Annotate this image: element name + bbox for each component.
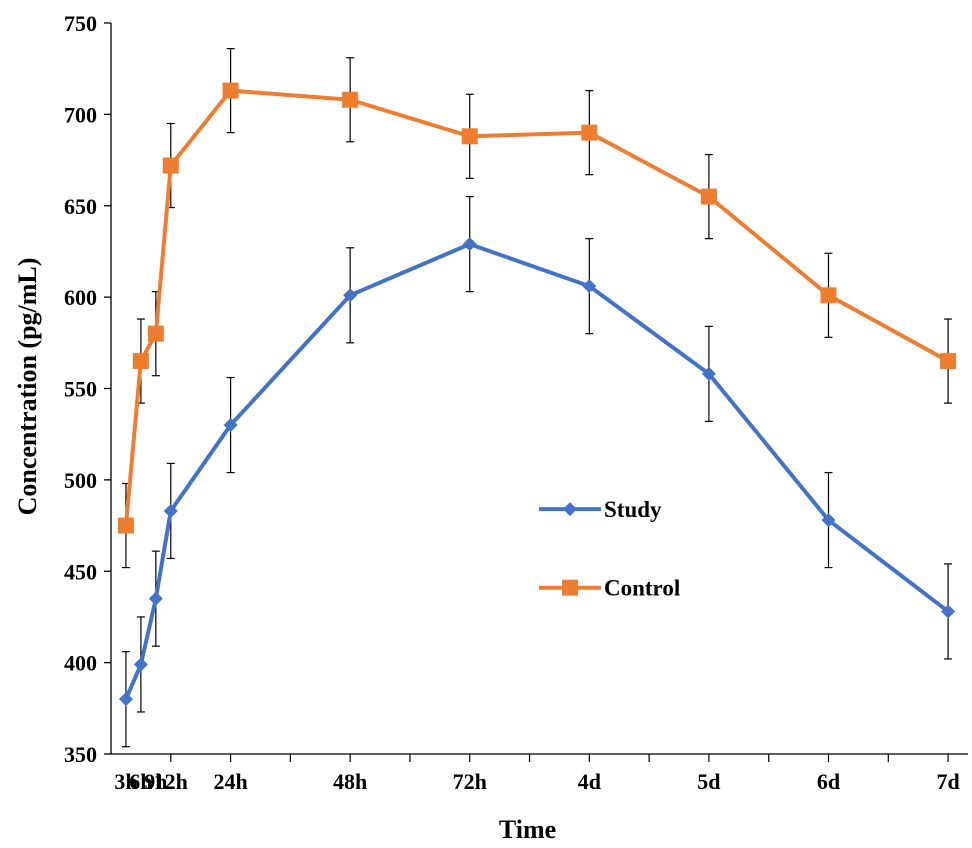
x-tick-label: 12h (154, 769, 188, 794)
x-tick-label: 9h (144, 769, 167, 794)
study-data-point (582, 279, 597, 294)
study-data-point (821, 513, 836, 528)
x-tick-label: 48h (333, 769, 367, 794)
y-tick-label: 750 (64, 11, 97, 36)
control-data-point (940, 353, 957, 370)
control-data-point (342, 91, 359, 108)
y-tick-label: 450 (64, 559, 97, 584)
y-tick-label: 500 (64, 468, 97, 493)
x-tick-label: 6h (129, 769, 152, 794)
control-data-point (162, 157, 179, 174)
legend-item-control: Control (539, 576, 680, 601)
control-data-point (132, 353, 149, 370)
axes (104, 22, 968, 762)
study-data-point (343, 288, 358, 303)
study-data-point (462, 237, 477, 252)
legend-item-study: Study (539, 497, 662, 522)
x-tick-label: 6d (817, 769, 840, 794)
y-tick-label: 350 (64, 742, 97, 767)
legend-label-study: Study (604, 497, 662, 522)
control-data-point (700, 188, 717, 205)
x-tick-label: 4d (578, 769, 601, 794)
y-tick-label: 550 (64, 377, 97, 402)
legend: Study Control (539, 497, 680, 601)
control-data-point (461, 128, 478, 145)
x-tick-label: 5d (697, 769, 720, 794)
legend-label-control: Control (604, 576, 680, 601)
legend-swatch-marker (563, 502, 577, 517)
study-data-point (223, 418, 238, 433)
control-data-point (147, 325, 164, 342)
study-data-point (163, 503, 178, 518)
control-data-point (581, 124, 598, 141)
y-tick-label: 600 (64, 285, 97, 310)
control-data-point (117, 517, 134, 534)
legend-swatch-marker (562, 579, 578, 596)
study-series-line (124, 242, 950, 700)
control-series-line (123, 88, 950, 526)
control-data-point (820, 287, 837, 304)
y-tick-label: 700 (64, 102, 97, 127)
x-tick-label: 3h (114, 769, 137, 794)
error-bars (121, 47, 953, 748)
study-data-point (118, 692, 133, 707)
study-data-point (133, 657, 148, 672)
x-axis-title: Time (499, 815, 556, 844)
series (117, 82, 957, 707)
control-data-point (222, 82, 239, 99)
study-data-point (701, 366, 716, 381)
y-tick-label: 400 (64, 651, 97, 676)
x-tick-label: 24h (213, 769, 247, 794)
study-data-point (148, 591, 163, 606)
x-tick-label: 7d (936, 769, 959, 794)
x-tick-label: 72h (453, 769, 487, 794)
study-data-point (941, 604, 956, 619)
y-axis-title: Concentration (pg/mL) (13, 258, 42, 516)
y-tick-label: 650 (64, 194, 97, 219)
